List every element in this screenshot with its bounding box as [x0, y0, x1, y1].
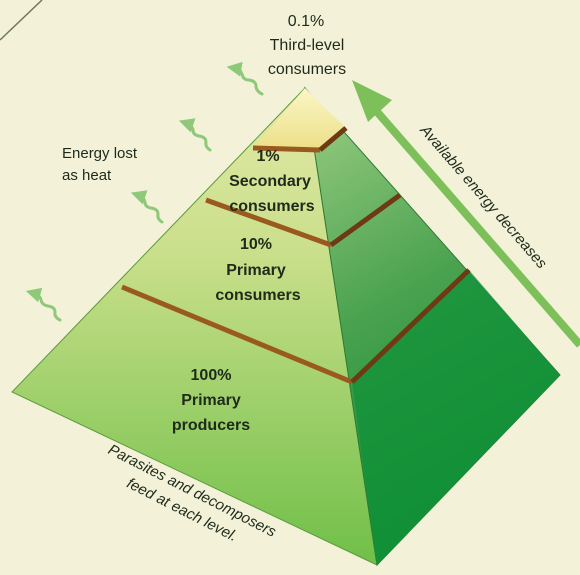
heat-arrows	[25, 61, 264, 322]
pyramid-side-bottom	[352, 270, 560, 565]
level-3-line1: Primary	[181, 392, 241, 409]
heat-arrow-1	[226, 61, 264, 96]
level-3-percent: 100%	[191, 367, 232, 384]
level-2-line1: Primary	[226, 262, 286, 279]
heat-arrow-4	[25, 287, 62, 322]
level-2-line2: consumers	[215, 287, 300, 304]
divider-1-front	[252, 145, 321, 153]
available-energy-shaft	[368, 103, 580, 348]
energy-lost-line1: Energy lost	[62, 145, 138, 162]
level-0-percent: 0.1%	[288, 13, 324, 30]
energy-lost-line2: as heat	[62, 167, 112, 184]
heat-arrow-2	[178, 118, 212, 152]
divider-2-front	[205, 197, 332, 248]
level-0-line1: Third-level	[270, 37, 345, 54]
pyramid-apex	[253, 88, 346, 150]
level-3-line2: producers	[172, 417, 250, 434]
heat-arrow-3	[130, 190, 164, 224]
level-2-percent: 10%	[240, 236, 272, 253]
level-1-percent: 1%	[256, 148, 279, 165]
level-1-line1: Secondary	[229, 173, 311, 190]
divider-3-front	[121, 284, 353, 385]
divider-2-side	[329, 192, 402, 248]
pyramid	[11, 86, 561, 567]
level-0-line2: consumers	[268, 61, 346, 78]
divider-3-side	[350, 268, 471, 384]
divider-1-side	[318, 126, 348, 152]
available-energy-arrow	[352, 80, 580, 348]
corner-line	[0, 0, 43, 41]
available-energy-arrowhead	[352, 80, 392, 122]
level-1-line2: consumers	[229, 198, 314, 215]
